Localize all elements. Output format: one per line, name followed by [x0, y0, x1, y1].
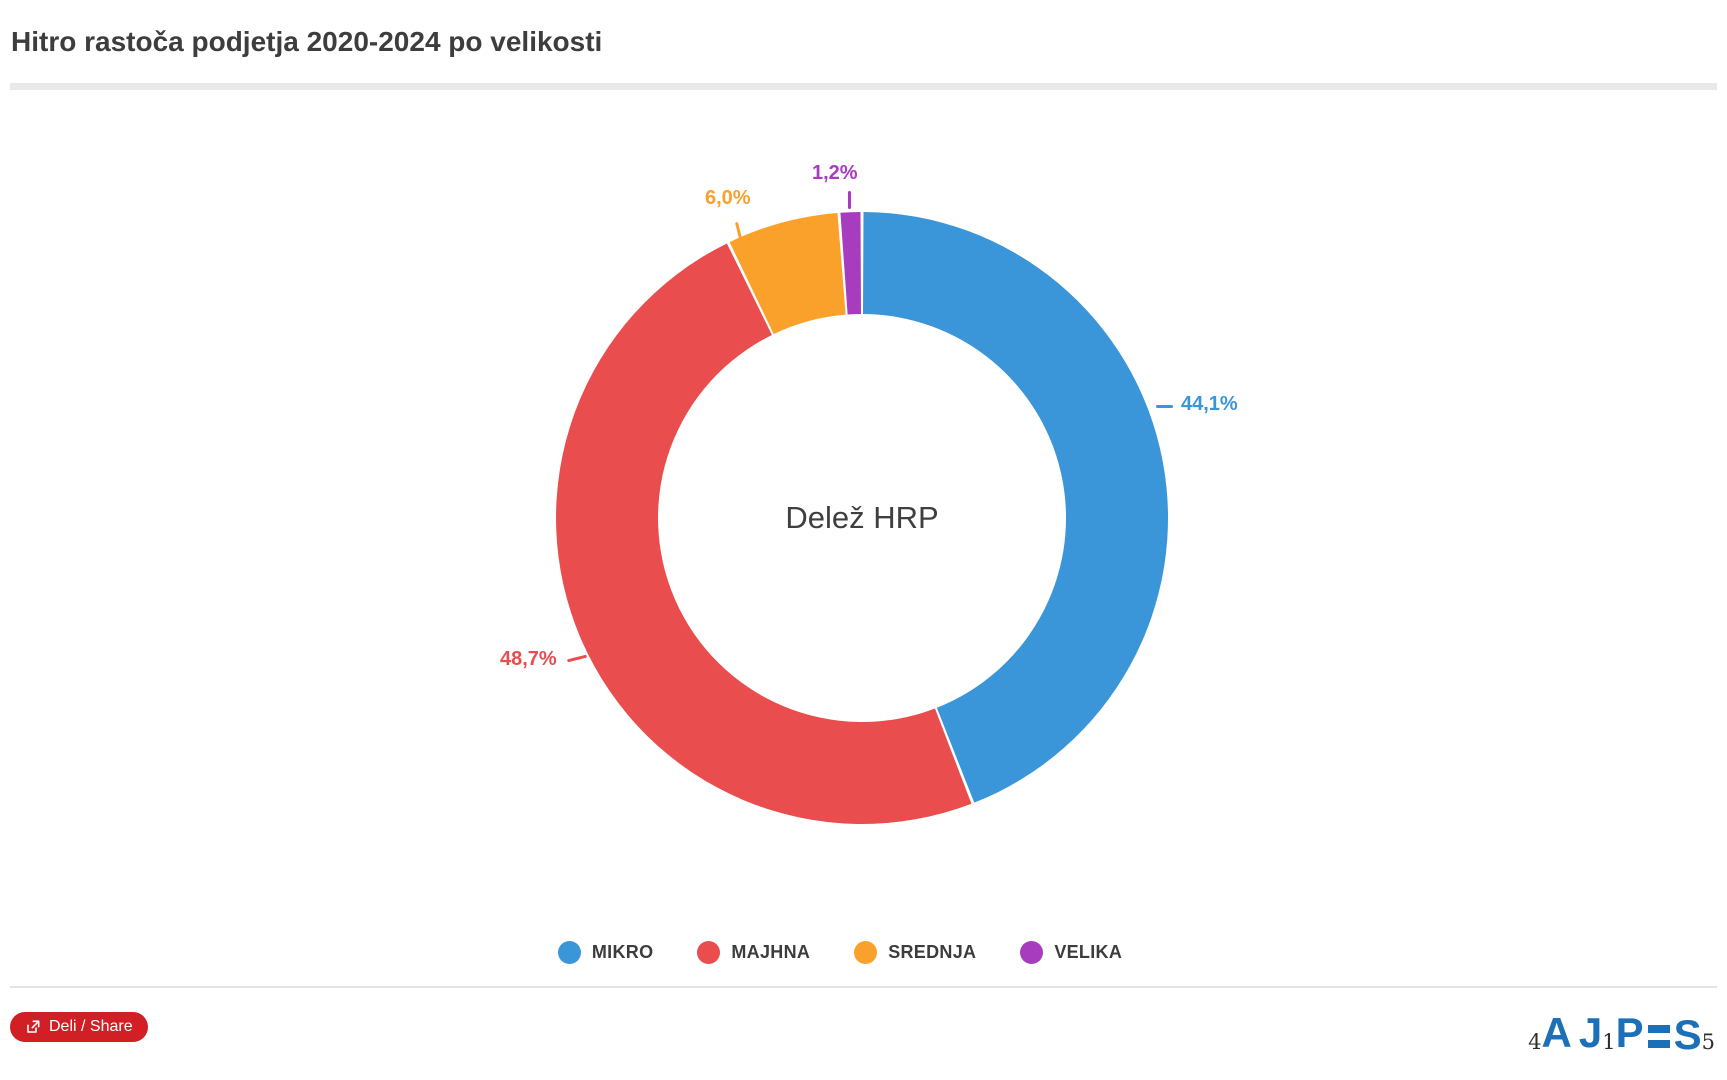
donut-slice-mikro[interactable]: [863, 212, 1169, 803]
ajpes-logo: 4 A J 1 P S 5: [1528, 1003, 1715, 1058]
share-button-label: Deli / Share: [49, 1018, 133, 1035]
page-title: Hitro rastoča podjetja 2020-2024 po veli…: [11, 26, 603, 57]
legend-label-majhna: MAJHNA: [731, 942, 811, 962]
legend-dot-mikro: [557, 941, 581, 964]
chart-legend: MIKRO MAJHNA SREDNJA VELIKA: [0, 941, 1680, 964]
logo-digit-1: 1: [1602, 1030, 1616, 1054]
donut-center-label: Delež HRP: [785, 500, 939, 535]
logo-letter-j: J: [1578, 1009, 1603, 1056]
leader-line-velika: [848, 191, 851, 209]
logo-digit-5: 5: [1701, 1030, 1715, 1054]
donut-slice-velika[interactable]: [840, 212, 861, 315]
slice-label-mikro: 44,1%: [1181, 393, 1238, 415]
legend-item-mikro[interactable]: MIKRO: [557, 941, 654, 964]
slice-label-velika: 1,2%: [812, 162, 858, 184]
legend-item-majhna[interactable]: MAJHNA: [697, 941, 810, 964]
legend-item-srednja[interactable]: SREDNJA: [854, 941, 976, 964]
logo-letter-a: A: [1541, 1009, 1572, 1056]
share-icon: [25, 1019, 41, 1035]
legend-label-mikro: MIKRO: [591, 942, 654, 962]
logo-letter-s: S: [1673, 1011, 1702, 1058]
slice-label-majhna: 48,7%: [500, 648, 557, 670]
legend-item-velika[interactable]: VELIKA: [1020, 941, 1122, 964]
donut-slice-srednja[interactable]: [729, 212, 846, 335]
footer-divider: [10, 986, 1717, 988]
logo-letter-p: P: [1615, 1009, 1644, 1056]
legend-label-velika: VELIKA: [1054, 942, 1123, 962]
slice-label-srednja: 6,0%: [705, 187, 751, 209]
title-divider: [10, 83, 1717, 90]
legend-dot-velika: [1020, 941, 1044, 964]
leader-line-mikro: [1156, 405, 1173, 408]
logo-letter-e-bars: [1647, 1025, 1670, 1048]
legend-label-srednja: SREDNJA: [888, 942, 977, 962]
donut-chart[interactable]: [532, 188, 1192, 848]
share-button[interactable]: Deli / Share: [10, 1012, 148, 1042]
donut-slice-majhna[interactable]: [556, 243, 972, 824]
legend-dot-majhna: [697, 941, 721, 964]
legend-dot-srednja: [854, 941, 878, 964]
logo-digit-4: 4: [1528, 1030, 1542, 1054]
